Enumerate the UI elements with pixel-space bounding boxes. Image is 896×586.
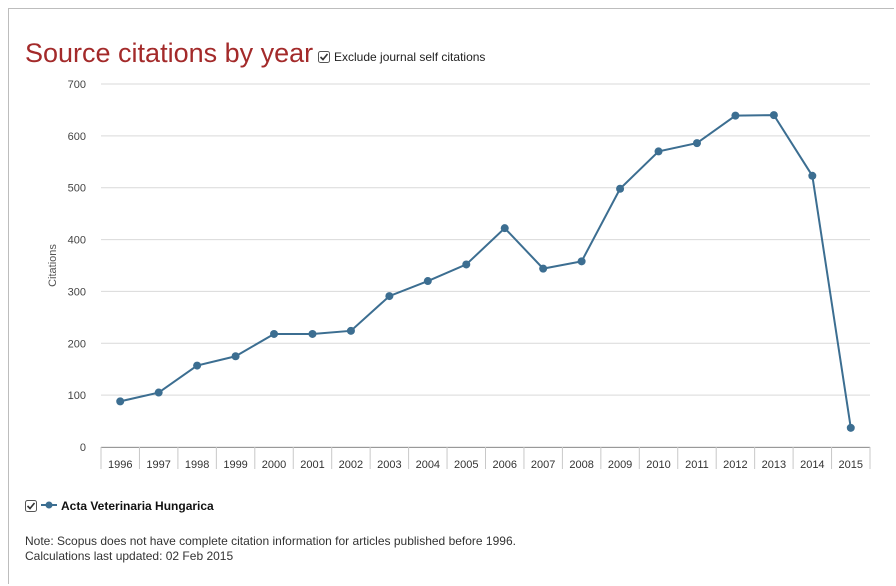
- x-tick-label: 1999: [223, 459, 247, 471]
- checkbox-checked-icon: [25, 500, 37, 512]
- y-tick-label: 600: [68, 131, 86, 143]
- data-point: [308, 329, 317, 338]
- legend-label: Acta Veterinaria Hungarica: [61, 499, 214, 513]
- data-point: [539, 264, 548, 273]
- note-line-2: Calculations last updated: 02 Feb 2015: [25, 549, 234, 563]
- x-tick-label: 2014: [800, 459, 824, 471]
- exclude-self-citations-checkbox[interactable]: Exclude journal self citations: [318, 50, 485, 64]
- note: Note: Scopus does not have complete cita…: [25, 534, 516, 564]
- exclude-label: Exclude journal self citations: [334, 50, 486, 64]
- y-tick-label: 300: [68, 286, 86, 298]
- note-line-1: Note: Scopus does not have complete cita…: [25, 534, 516, 548]
- data-point: [500, 224, 509, 233]
- x-tick-label: 2012: [723, 459, 747, 471]
- x-tick-label: 1996: [108, 459, 132, 471]
- series-line: [120, 114, 852, 428]
- y-tick-label: 100: [68, 390, 86, 402]
- data-point: [654, 147, 663, 156]
- data-point: [692, 139, 701, 148]
- data-point: [116, 397, 125, 406]
- data-point: [769, 111, 778, 120]
- x-tick-label: 1997: [146, 459, 170, 471]
- x-tick-label: 2000: [262, 459, 286, 471]
- x-tick-label: 2004: [416, 459, 440, 471]
- legend-series-icon: [41, 499, 57, 513]
- x-tick-label: 2011: [685, 459, 709, 471]
- x-tick-label: 2010: [646, 459, 670, 471]
- y-tick-label: 700: [68, 79, 86, 91]
- x-tick-label: 2007: [531, 459, 555, 471]
- y-tick-label: 400: [68, 235, 86, 247]
- data-point: [616, 184, 625, 193]
- y-tick-label: 500: [68, 183, 86, 195]
- data-point: [462, 260, 471, 269]
- legend-item-series[interactable]: Acta Veterinaria Hungarica: [25, 499, 214, 513]
- data-point: [808, 171, 817, 180]
- x-tick-label: 2005: [454, 459, 478, 471]
- y-tick-label: 0: [80, 442, 86, 454]
- x-tick-label: 2015: [839, 459, 863, 471]
- y-tick-label: 200: [68, 338, 86, 350]
- x-tick-label: 2001: [300, 459, 324, 471]
- x-tick-label: 2006: [492, 459, 516, 471]
- data-point: [154, 388, 163, 397]
- x-tick-label: 2009: [608, 459, 632, 471]
- page-title: Source citations by year: [25, 38, 314, 68]
- data-point: [423, 277, 432, 286]
- data-point: [270, 329, 279, 338]
- checkbox-checked-icon: [318, 51, 330, 63]
- y-axis-label: Citations: [47, 244, 59, 287]
- x-tick-label: 2003: [377, 459, 401, 471]
- x-tick-label: 2008: [569, 459, 593, 471]
- data-point: [846, 423, 855, 432]
- data-point: [385, 292, 394, 301]
- data-point: [193, 361, 202, 370]
- data-point: [731, 111, 740, 120]
- data-point: [577, 257, 586, 266]
- data-point: [346, 326, 355, 335]
- data-point: [231, 352, 240, 361]
- x-tick-label: 2002: [339, 459, 363, 471]
- x-tick-label: 2013: [762, 459, 786, 471]
- chart-panel: [8, 8, 894, 584]
- x-tick-label: 1998: [185, 459, 209, 471]
